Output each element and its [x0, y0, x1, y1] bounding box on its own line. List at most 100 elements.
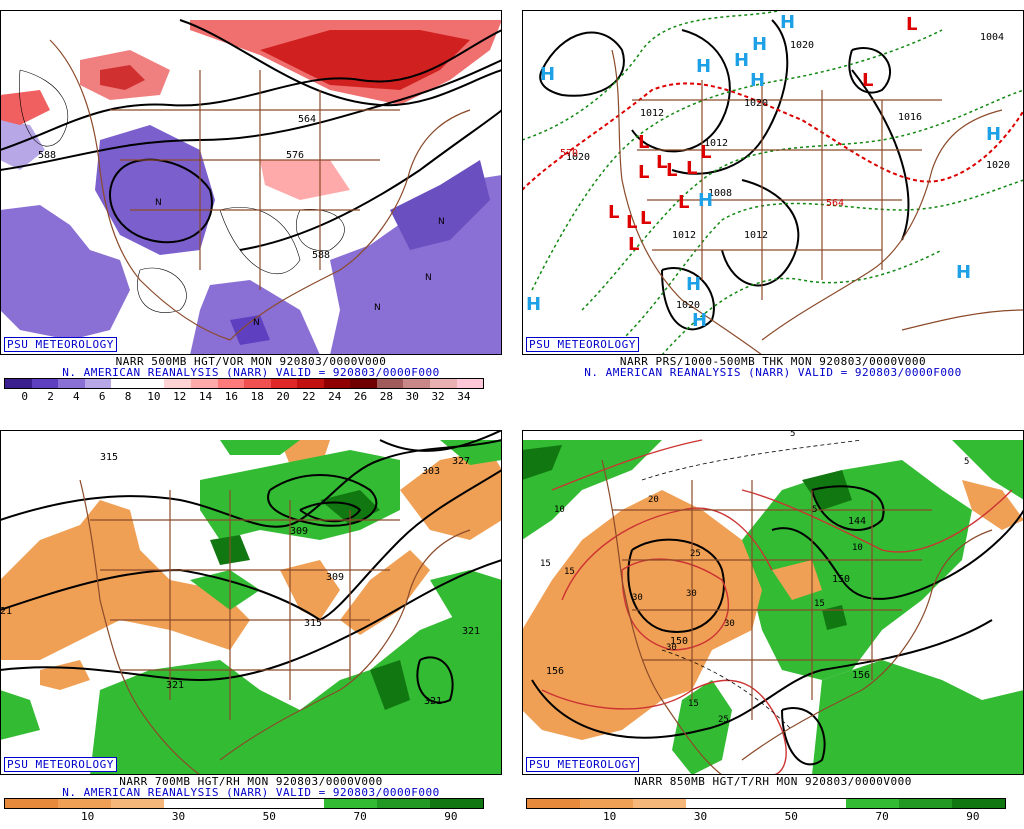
colorbar-swatch [580, 799, 634, 808]
vorticity-contour [295, 209, 345, 251]
colorbar-tick-label: 28 [379, 390, 394, 403]
coastline [761, 109, 1003, 341]
panel-500mb-vorticity: 588 564 576 588 N N N N N PSU METEOROLOG… [0, 0, 502, 409]
low-pressure-marker: L [906, 14, 917, 35]
colorbar-swatch [217, 799, 271, 808]
temperature-label: 5 [790, 430, 795, 439]
moist-area [190, 570, 260, 610]
height-contour [109, 158, 213, 244]
vorticity-positive-area [260, 160, 350, 200]
colorbar-swatch [84, 379, 112, 388]
low-pressure-marker: L [862, 70, 873, 91]
colorbar-swatch [376, 379, 404, 388]
isobar [539, 31, 625, 97]
product-title: NARR 500MB HGT/VOR MON 920803/0000V000 [115, 355, 387, 368]
high-pressure-marker: H [750, 70, 765, 91]
coastline [601, 459, 723, 775]
temperature-contour [551, 439, 703, 491]
map-pressure-thickness: 1020 1020 1012 1012 1012 1012 1020 1008 … [522, 10, 1024, 355]
moist-area [522, 440, 662, 540]
neg-vort-marker: N [253, 318, 260, 328]
coastline [79, 479, 201, 775]
thickness-label: 570 [560, 148, 578, 159]
colorbar-swatch [792, 799, 846, 808]
low-pressure-marker: L [608, 202, 619, 223]
coastline [229, 109, 471, 341]
moist-area [0, 690, 40, 740]
height-contour [416, 656, 454, 704]
panel-850mb-t-rh: 144 150 150 156 156 10 15 20 25 30 30 30… [522, 420, 1024, 829]
state-boundary [110, 70, 400, 290]
colorbar [4, 798, 484, 809]
temperature-label: 15 [688, 699, 699, 709]
colorbar-tick-label: 22 [302, 390, 316, 403]
isobar-label: 1020 [986, 160, 1010, 171]
vorticity-contour [137, 267, 187, 313]
colorbar-tick-label: 10 [147, 390, 161, 403]
colorbar-tick-label: 90 [444, 810, 458, 823]
height-contour [627, 538, 725, 633]
high-pressure-marker: H [986, 124, 1001, 145]
colorbar-tick-label: 30 [405, 390, 419, 403]
height-contour [0, 559, 502, 682]
colorbar-swatch [31, 379, 59, 388]
thickness-label: 564 [826, 198, 844, 209]
coastline [219, 529, 471, 761]
contour-label: 588 [38, 150, 56, 161]
coastline [49, 39, 231, 341]
isobar [851, 69, 910, 241]
neg-vort-marker: N [155, 198, 162, 208]
height-contour [781, 707, 826, 766]
contour-label: 588 [312, 250, 330, 261]
moist-area [90, 600, 502, 775]
vorticity-strong-negative [230, 315, 270, 345]
high-pressure-marker: H [696, 56, 711, 77]
psu-meteorology-label: PSU METEOROLOGY [4, 757, 117, 772]
colorbar-tick-label: 4 [73, 390, 80, 403]
isobar-label: 1012 [744, 230, 768, 241]
colorbar-swatch [456, 379, 484, 388]
high-pressure-marker: H [698, 190, 713, 211]
low-pressure-marker: L [678, 192, 689, 213]
isobar-label: 1008 [708, 188, 732, 199]
colorbar-swatch [429, 799, 483, 808]
colorbar [526, 798, 1006, 809]
height-contour [0, 59, 502, 171]
colorbar [4, 378, 484, 389]
isobar-label: 1020 [744, 98, 768, 109]
height-label: 321 [462, 626, 480, 637]
colorbar-ticks: 0 2 4 6 8 10 12 14 16 18 20 22 24 26 28 30 32 34 [4, 390, 482, 403]
colorbar-tick-label: 30 [693, 810, 708, 823]
height-contour [267, 474, 378, 527]
temperature-label: 5 [812, 505, 817, 515]
colorbar-swatch [270, 379, 298, 388]
height-label: 321 [166, 680, 184, 691]
temperature-label: 25 [690, 549, 701, 559]
dewpoint-contour [661, 649, 793, 731]
valid-time-line: N. AMERICAN REANALYSIS (NARR) VALID = 92… [584, 366, 962, 379]
moist-area [952, 440, 1024, 500]
psu-meteorology-label: PSU METEOROLOGY [526, 337, 639, 352]
vorticity-positive-area [0, 90, 50, 125]
colorbar-tick-label: 32 [431, 390, 445, 403]
low-pressure-marker: L [626, 212, 637, 233]
map-700mb-rh: 315 303 327 309 309 315 321 321 321 21 [0, 430, 502, 775]
vorticity-negative-area [95, 125, 215, 255]
colorbar-tick-label: 6 [98, 390, 106, 403]
colorbar-swatch [111, 799, 165, 808]
very-moist-area [822, 605, 847, 630]
vorticity-positive-area [100, 65, 145, 90]
low-pressure-marker: L [638, 162, 649, 183]
temperature-label: 15 [814, 599, 825, 609]
low-pressure-marker: L [686, 158, 697, 179]
colorbar-tick-label: 0 [21, 390, 28, 403]
product-title: NARR 700MB HGT/RH MON 920803/0000V000 [119, 775, 383, 788]
isobar-label: 1020 [676, 300, 700, 311]
colorbar-tick-label: 8 [124, 390, 132, 403]
height-contour [379, 430, 502, 452]
temperature-label: 5 [964, 457, 969, 467]
colorbar-swatch [376, 799, 430, 808]
dewpoint-contour [641, 439, 863, 481]
height-label: 309 [326, 572, 344, 583]
moist-area [220, 440, 300, 455]
